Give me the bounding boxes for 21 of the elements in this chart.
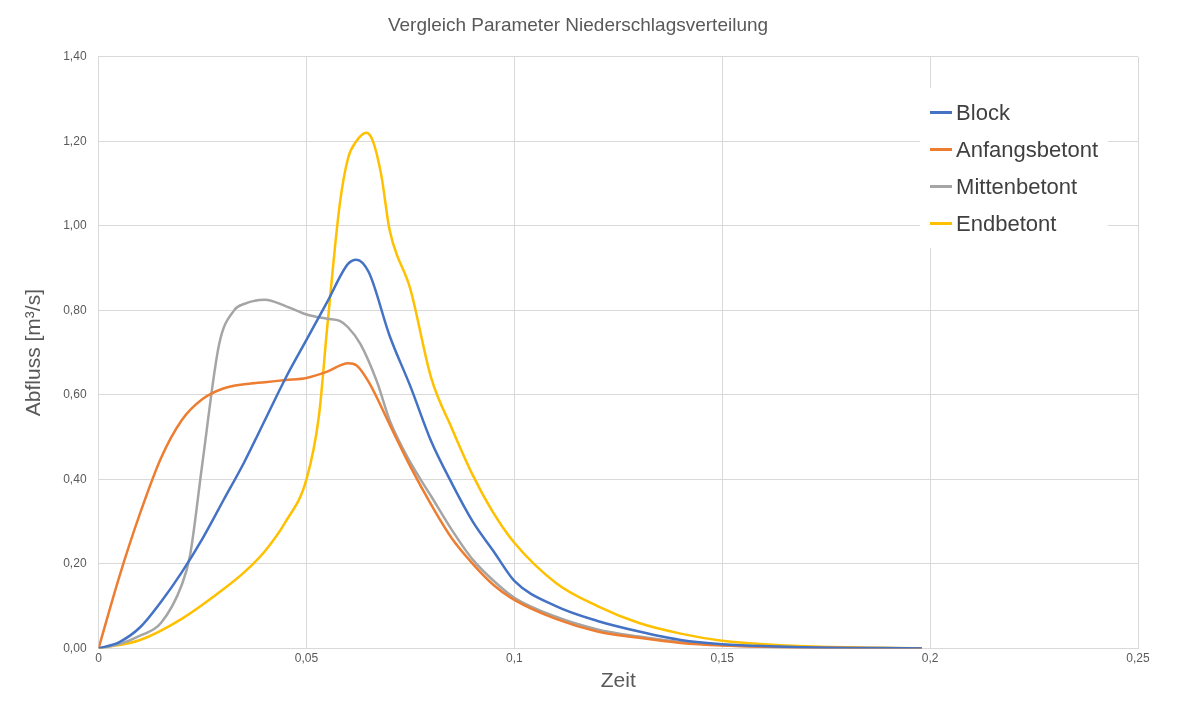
legend-label: Endbetont (956, 210, 1057, 237)
y-tick-label: 0,00 (63, 640, 87, 655)
y-tick-label: 1,00 (63, 218, 87, 233)
y-tick-label: 0,60 (63, 387, 87, 402)
x-tick-label: 0,1 (505, 650, 523, 665)
legend-label: Anfangsbetont (956, 136, 1098, 163)
x-tick-label: 0,05 (294, 650, 319, 665)
legend-label: Mittenbetont (956, 173, 1078, 200)
chart-title: Vergleich Parameter Niederschlagsverteilung (387, 13, 769, 35)
x-tick-label: 0,2 (921, 650, 939, 665)
y-tick-label: 0,40 (63, 471, 87, 486)
y-tick-label: 0,20 (63, 556, 87, 571)
x-tick-label: 0,25 (1126, 650, 1150, 665)
y-tick-label: 1,20 (63, 133, 87, 148)
x-axis-title: Zeit (600, 668, 636, 692)
legend-label: Block (956, 99, 1010, 126)
x-tick-label: 0 (95, 650, 103, 665)
x-tick-label: 0,15 (710, 650, 735, 665)
y-tick-label: 0,80 (63, 302, 87, 317)
y-tick-label: 1,40 (63, 49, 87, 64)
y-axis-title: Abfluss [m³/s] (21, 289, 45, 417)
